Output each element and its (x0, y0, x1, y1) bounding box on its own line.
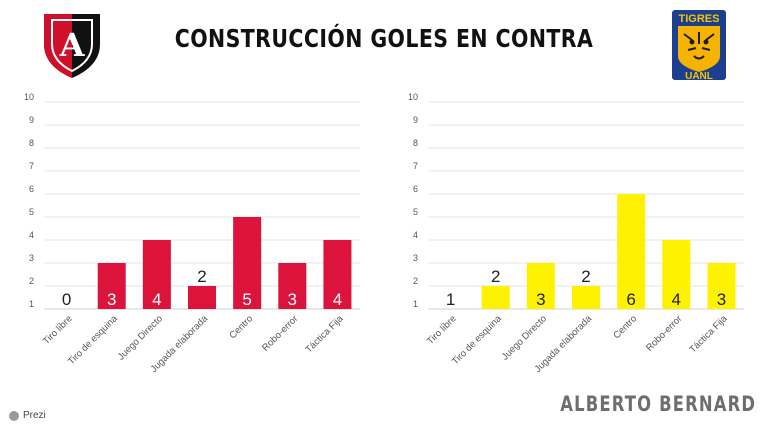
y-tick-label: 7 (29, 161, 34, 171)
data-label: 4 (333, 290, 342, 309)
page-title: CONSTRUCCIÓN GOLES EN CONTRA (174, 24, 594, 53)
prezi-brand[interactable]: Prezi (9, 410, 46, 421)
y-tick-label: 4 (29, 230, 34, 240)
y-tick-label: 9 (413, 115, 418, 125)
category-label: Centro (611, 313, 639, 341)
y-tick-label: 8 (413, 138, 418, 148)
category-label: Juego Directo (116, 313, 165, 362)
y-tick-label: 2 (29, 276, 34, 286)
bar (617, 194, 646, 309)
data-label: 3 (107, 290, 116, 309)
data-label: 2 (491, 267, 500, 286)
svg-text:TIGRES: TIGRES (679, 13, 720, 25)
svg-text:A: A (59, 26, 86, 64)
data-label: 1 (446, 290, 455, 309)
author-name: ALBERTO BERNARD (560, 392, 756, 416)
category-label: Robo-error (260, 313, 300, 353)
bar (323, 240, 352, 309)
atlas-bar-chart: 1 2 3 4 5 6 7 8 9 10 0 Tiro libre 3 Tiro de esquina 4 J… (0, 88, 384, 388)
bar (662, 240, 691, 309)
svg-text:UANL: UANL (685, 71, 713, 82)
category-label: Táctica Fija (303, 313, 346, 356)
bar (233, 217, 262, 309)
category-label: Centro (227, 313, 255, 341)
category-label: Tiro libre (41, 313, 75, 347)
y-tick-label: 10 (24, 92, 34, 102)
bar (481, 286, 510, 309)
y-tick-label: 1 (29, 299, 34, 309)
data-label: 3 (536, 290, 545, 309)
category-label: Juego Directo (500, 313, 549, 362)
bar (188, 286, 216, 309)
data-label: 2 (581, 267, 590, 286)
y-tick-label: 5 (29, 207, 34, 217)
bar (707, 263, 736, 309)
prezi-logo-icon (9, 410, 19, 421)
y-tick-label: 8 (29, 138, 34, 148)
data-label: 3 (717, 290, 726, 309)
y-tick-label: 2 (413, 276, 418, 286)
y-tick-label: 5 (413, 207, 418, 217)
bar (278, 263, 307, 309)
tigres-crest-icon: TIGRES UANL (670, 8, 728, 82)
bar (142, 240, 171, 309)
y-tick-label: 1 (413, 299, 418, 309)
y-tick-label: 3 (29, 253, 34, 263)
y-tick-label: 7 (413, 161, 418, 171)
tigres-bar-chart: 1 2 3 4 5 6 7 8 9 10 1 Tiro libre 2 Tiro de esquina 3 J… (384, 88, 768, 388)
data-label: 6 (626, 290, 635, 309)
data-label: 5 (242, 290, 251, 309)
data-label: 4 (672, 290, 681, 309)
category-label: Robo-error (644, 313, 684, 353)
category-label: Tiro libre (425, 313, 459, 347)
y-tick-label: 3 (413, 253, 418, 263)
y-tick-label: 6 (29, 184, 34, 194)
data-label: 3 (288, 290, 297, 309)
y-tick-label: 9 (29, 115, 34, 125)
data-label: 0 (62, 290, 71, 309)
bar (526, 263, 555, 309)
atlas-crest-icon: A (40, 10, 104, 80)
data-label: 4 (152, 290, 161, 309)
y-tick-label: 4 (413, 230, 418, 240)
bar (572, 286, 600, 309)
data-label: 2 (197, 267, 206, 286)
y-tick-label: 6 (413, 184, 418, 194)
y-tick-label: 10 (408, 92, 418, 102)
prezi-brand-label: Prezi (23, 410, 46, 421)
bar (97, 263, 126, 309)
category-label: Táctica Fija (687, 313, 730, 356)
